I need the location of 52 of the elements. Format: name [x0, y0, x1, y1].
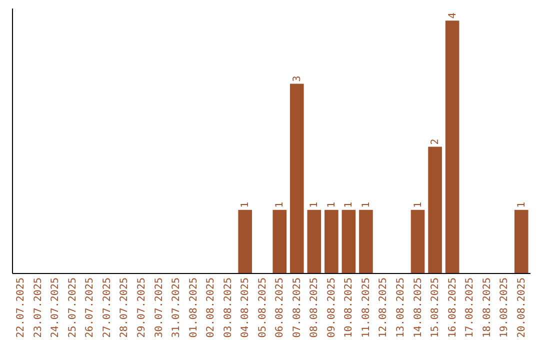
- bar: [445, 20, 460, 273]
- data-label: 2: [430, 138, 442, 145]
- bar: [324, 210, 338, 273]
- data-label: 1: [516, 202, 528, 208]
- x-tick-label: 12.08.2025: [378, 278, 390, 338]
- x-tick-label: 28.07.2025: [119, 278, 130, 338]
- bar: [238, 210, 252, 273]
- data-label: 1: [326, 202, 338, 208]
- x-tick-label: 10.08.2025: [344, 278, 355, 338]
- x-tick-label: 07.08.2025: [292, 278, 303, 338]
- bar: [307, 210, 322, 273]
- data-label: 1: [274, 202, 286, 208]
- data-label: 1: [309, 202, 320, 208]
- bar: [410, 210, 425, 273]
- x-tick-label: 14.08.2025: [412, 278, 424, 338]
- data-label: 4: [447, 12, 458, 19]
- x-tick-label: 31.07.2025: [171, 278, 182, 338]
- bar: [359, 210, 373, 273]
- data-label: 1: [240, 202, 252, 208]
- x-tick-label: 04.08.2025: [240, 278, 252, 338]
- bar: [514, 210, 528, 273]
- x-tick-label: 13.08.2025: [396, 278, 406, 338]
- x-tick-label: 29.07.2025: [136, 278, 148, 338]
- x-tick-label: 20.08.2025: [516, 278, 528, 338]
- x-tick-label: 27.07.2025: [102, 278, 113, 338]
- x-tick-label: 05.08.2025: [257, 278, 268, 338]
- x-tick-label: 30.07.2025: [154, 278, 165, 338]
- x-tick-label: 06.08.2025: [274, 278, 286, 338]
- x-tick-label: 22.07.2025: [16, 278, 27, 338]
- x-tick-label: 03.08.2025: [222, 278, 234, 338]
- bar: [428, 146, 442, 273]
- bar: [342, 210, 356, 273]
- bar: [272, 210, 287, 273]
- data-label: 1: [412, 202, 424, 208]
- x-tick-label: 01.08.2025: [188, 278, 200, 338]
- x-tick-label: 15.08.2025: [430, 278, 442, 338]
- data-label: 3: [292, 76, 303, 82]
- x-tick-label: 09.08.2025: [326, 278, 338, 338]
- x-tick-label: 24.07.2025: [50, 278, 62, 338]
- x-tick-label: 23.07.2025: [32, 278, 44, 338]
- x-tick-label: 02.08.2025: [206, 278, 217, 338]
- data-label: 1: [360, 202, 372, 208]
- x-tick-label: 17.08.2025: [464, 278, 476, 338]
- data-label: 1: [344, 202, 355, 208]
- x-tick-label: 19.08.2025: [499, 278, 510, 338]
- x-tick-label: 11.08.2025: [360, 278, 372, 338]
- bar: [290, 84, 304, 273]
- x-tick-label: 16.08.2025: [447, 278, 458, 338]
- x-tick-label: 26.07.2025: [84, 278, 96, 338]
- x-tick-label: 18.08.2025: [482, 278, 493, 338]
- x-tick-label: 25.07.2025: [67, 278, 78, 338]
- x-tick-label: 08.08.2025: [309, 278, 320, 338]
